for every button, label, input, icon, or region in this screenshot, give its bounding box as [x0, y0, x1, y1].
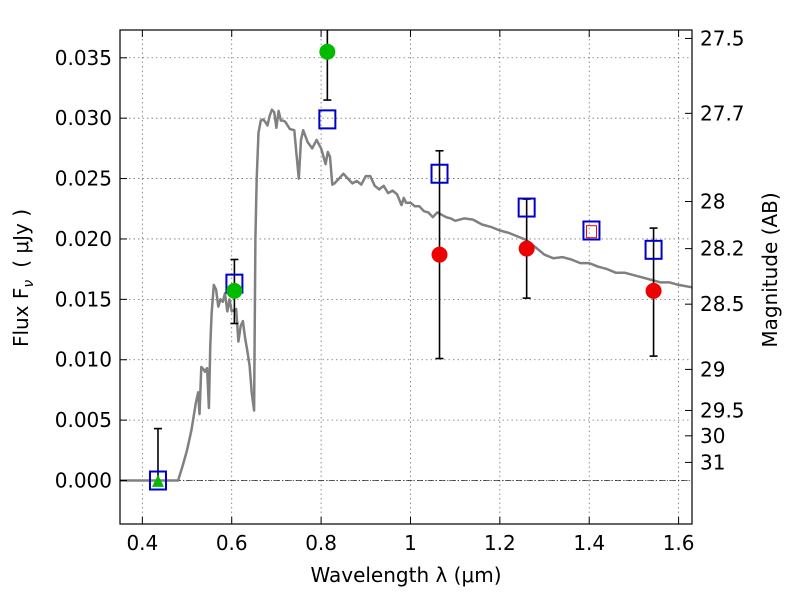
y-tick-label: 0.010	[55, 348, 112, 372]
x-tick-label: 1.4	[573, 531, 605, 555]
right-tick-label: 30	[700, 424, 725, 448]
model-box-marker	[430, 163, 449, 184]
right-axis-title: Magnitude (AB)	[758, 192, 782, 347]
y-tick-label: 0.015	[55, 287, 112, 311]
data-points	[151, 43, 662, 487]
y-axis-title-unit: ( μJy )	[9, 209, 33, 268]
y-tick-labels: 0.000 0.005 0.010 0.015 0.020 0.025 0.030 0.035	[55, 46, 112, 493]
y-tick-label: 0.005	[55, 408, 112, 432]
y-axis-title: Flux Fν ( μJy )	[9, 209, 37, 347]
y-tick-label: 0.000	[55, 469, 112, 493]
y-axis-title-sub: ν	[21, 280, 37, 288]
x-tick-label: 0.4	[126, 531, 158, 555]
y-tick-label: 0.025	[55, 167, 112, 191]
model-sed-line	[120, 108, 693, 482]
error-bars	[153, 30, 658, 483]
right-tick-label: 28.2	[700, 237, 745, 261]
x-tick-label: 1	[404, 531, 417, 555]
red-point	[431, 246, 448, 263]
model-box-marker	[517, 197, 536, 218]
right-tick-label: 29.5	[700, 398, 745, 422]
red-point	[518, 240, 535, 257]
green-point	[226, 282, 243, 299]
axis-ticks	[120, 30, 692, 524]
model-boxes	[148, 109, 663, 491]
small-red-box-marker	[585, 225, 597, 239]
y-tick-label: 0.035	[55, 46, 112, 70]
y-tick-label: 0.020	[55, 227, 112, 251]
y-axis-title-main: Flux F	[9, 288, 33, 347]
right-tick-label: 29	[700, 357, 725, 381]
right-tick-label: 31	[700, 450, 725, 474]
red-point	[645, 282, 662, 299]
y-tick-label: 0.030	[55, 106, 112, 130]
model-box-marker	[644, 239, 663, 260]
green-point	[319, 43, 336, 60]
green-upper-limit-triangle	[151, 474, 164, 487]
model-box-marker	[148, 470, 167, 491]
model-sed	[120, 108, 693, 482]
x-axis-title: Wavelength λ (μm)	[310, 563, 501, 587]
x-tick-label: 0.8	[305, 531, 337, 555]
x-tick-label: 1.2	[484, 531, 516, 555]
model-box-marker	[318, 109, 337, 130]
x-tick-label: 1.6	[663, 531, 695, 555]
right-tick-label: 28	[700, 190, 725, 214]
plot-frame	[119, 29, 693, 525]
grid-lines	[120, 30, 692, 524]
x-tick-label: 0.6	[216, 531, 248, 555]
x-tick-labels: 0.4 0.6 0.8 1 1.2 1.4 1.6	[126, 531, 694, 555]
right-tick-label: 27.5	[700, 26, 745, 50]
right-tick-label: 27.7	[700, 101, 745, 125]
model-box-marker	[582, 220, 601, 241]
right-tick-label: 28.5	[700, 292, 745, 316]
